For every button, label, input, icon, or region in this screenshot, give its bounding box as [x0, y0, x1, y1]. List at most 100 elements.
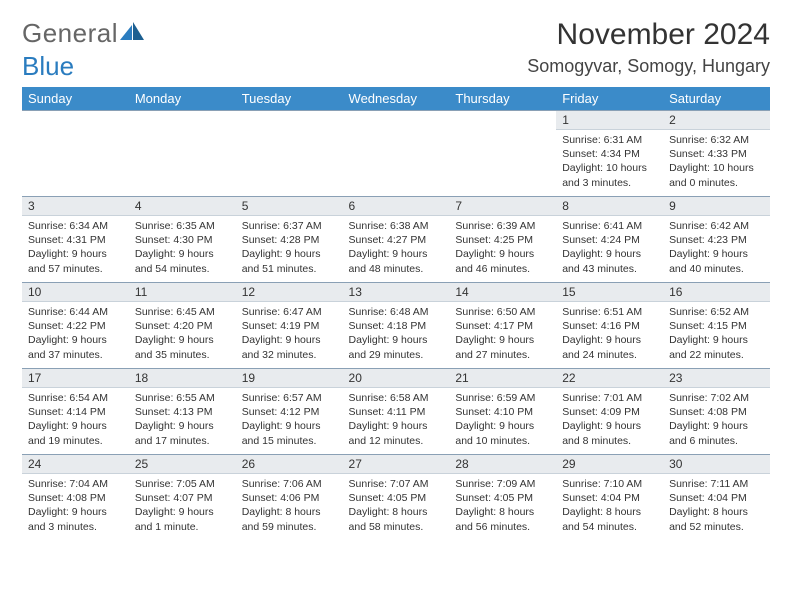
- daylight-text: Daylight: 10 hours and 0 minutes.: [669, 161, 764, 189]
- daylight-text: Daylight: 9 hours and 32 minutes.: [242, 333, 337, 361]
- day-details: Sunrise: 6:37 AMSunset: 4:28 PMDaylight:…: [236, 216, 343, 280]
- day-number: 4: [129, 197, 236, 216]
- day-cell: 12Sunrise: 6:47 AMSunset: 4:19 PMDayligh…: [236, 283, 343, 369]
- day-cell: 20Sunrise: 6:58 AMSunset: 4:11 PMDayligh…: [343, 369, 450, 455]
- day-number: 5: [236, 197, 343, 216]
- day-number: 14: [449, 283, 556, 302]
- sunrise-text: Sunrise: 7:04 AM: [28, 477, 123, 491]
- sunrise-text: Sunrise: 6:44 AM: [28, 305, 123, 319]
- day-cell: [22, 111, 129, 197]
- daylight-text: Daylight: 9 hours and 54 minutes.: [135, 247, 230, 275]
- sunrise-text: Sunrise: 6:34 AM: [28, 219, 123, 233]
- sunset-text: Sunset: 4:09 PM: [562, 405, 657, 419]
- day-details: Sunrise: 6:31 AMSunset: 4:34 PMDaylight:…: [556, 130, 663, 194]
- day-number: 3: [22, 197, 129, 216]
- day-number: 23: [663, 369, 770, 388]
- day-details: Sunrise: 6:50 AMSunset: 4:17 PMDaylight:…: [449, 302, 556, 366]
- daylight-text: Daylight: 8 hours and 56 minutes.: [455, 505, 550, 533]
- day-details: Sunrise: 6:45 AMSunset: 4:20 PMDaylight:…: [129, 302, 236, 366]
- day-cell: 26Sunrise: 7:06 AMSunset: 4:06 PMDayligh…: [236, 455, 343, 541]
- sunset-text: Sunset: 4:30 PM: [135, 233, 230, 247]
- sunset-text: Sunset: 4:23 PM: [669, 233, 764, 247]
- calendar-body: 1Sunrise: 6:31 AMSunset: 4:34 PMDaylight…: [22, 111, 770, 541]
- day-cell: [236, 111, 343, 197]
- sunset-text: Sunset: 4:20 PM: [135, 319, 230, 333]
- daylight-text: Daylight: 8 hours and 59 minutes.: [242, 505, 337, 533]
- day-details: Sunrise: 6:38 AMSunset: 4:27 PMDaylight:…: [343, 216, 450, 280]
- day-number: 11: [129, 283, 236, 302]
- sunset-text: Sunset: 4:11 PM: [349, 405, 444, 419]
- sunset-text: Sunset: 4:14 PM: [28, 405, 123, 419]
- day-details: Sunrise: 6:44 AMSunset: 4:22 PMDaylight:…: [22, 302, 129, 366]
- day-number: 19: [236, 369, 343, 388]
- calendar-page: General November 2024 Somogyvar, Somogy,…: [0, 0, 792, 559]
- sunrise-text: Sunrise: 6:35 AM: [135, 219, 230, 233]
- day-number: 28: [449, 455, 556, 474]
- sunrise-text: Sunrise: 6:59 AM: [455, 391, 550, 405]
- sunset-text: Sunset: 4:24 PM: [562, 233, 657, 247]
- day-number: 2: [663, 111, 770, 130]
- sunset-text: Sunset: 4:06 PM: [242, 491, 337, 505]
- sunset-text: Sunset: 4:19 PM: [242, 319, 337, 333]
- day-header: Thursday: [449, 87, 556, 111]
- brand-part1: General: [22, 18, 118, 49]
- day-details: Sunrise: 7:05 AMSunset: 4:07 PMDaylight:…: [129, 474, 236, 538]
- sunset-text: Sunset: 4:13 PM: [135, 405, 230, 419]
- sunrise-text: Sunrise: 6:47 AM: [242, 305, 337, 319]
- sunrise-text: Sunrise: 7:07 AM: [349, 477, 444, 491]
- day-number: 15: [556, 283, 663, 302]
- sunrise-text: Sunrise: 6:52 AM: [669, 305, 764, 319]
- day-header: Wednesday: [343, 87, 450, 111]
- day-details: Sunrise: 6:32 AMSunset: 4:33 PMDaylight:…: [663, 130, 770, 194]
- day-details: Sunrise: 6:59 AMSunset: 4:10 PMDaylight:…: [449, 388, 556, 452]
- day-cell: 2Sunrise: 6:32 AMSunset: 4:33 PMDaylight…: [663, 111, 770, 197]
- day-details: Sunrise: 6:47 AMSunset: 4:19 PMDaylight:…: [236, 302, 343, 366]
- day-cell: 1Sunrise: 6:31 AMSunset: 4:34 PMDaylight…: [556, 111, 663, 197]
- daylight-text: Daylight: 9 hours and 10 minutes.: [455, 419, 550, 447]
- week-row: 10Sunrise: 6:44 AMSunset: 4:22 PMDayligh…: [22, 283, 770, 369]
- day-details: Sunrise: 6:34 AMSunset: 4:31 PMDaylight:…: [22, 216, 129, 280]
- daylight-text: Daylight: 9 hours and 3 minutes.: [28, 505, 123, 533]
- day-details: Sunrise: 6:54 AMSunset: 4:14 PMDaylight:…: [22, 388, 129, 452]
- day-cell: 29Sunrise: 7:10 AMSunset: 4:04 PMDayligh…: [556, 455, 663, 541]
- day-cell: [129, 111, 236, 197]
- sunset-text: Sunset: 4:05 PM: [455, 491, 550, 505]
- day-number: 22: [556, 369, 663, 388]
- sunset-text: Sunset: 4:10 PM: [455, 405, 550, 419]
- sunrise-text: Sunrise: 6:38 AM: [349, 219, 444, 233]
- daylight-text: Daylight: 8 hours and 54 minutes.: [562, 505, 657, 533]
- sunrise-text: Sunrise: 7:11 AM: [669, 477, 764, 491]
- brand-sail-icon: [120, 18, 146, 49]
- day-cell: 10Sunrise: 6:44 AMSunset: 4:22 PMDayligh…: [22, 283, 129, 369]
- day-details: Sunrise: 6:58 AMSunset: 4:11 PMDaylight:…: [343, 388, 450, 452]
- day-details: Sunrise: 6:42 AMSunset: 4:23 PMDaylight:…: [663, 216, 770, 280]
- day-number: 27: [343, 455, 450, 474]
- day-details: Sunrise: 6:52 AMSunset: 4:15 PMDaylight:…: [663, 302, 770, 366]
- sunset-text: Sunset: 4:28 PM: [242, 233, 337, 247]
- sunrise-text: Sunrise: 6:39 AM: [455, 219, 550, 233]
- day-details: Sunrise: 6:51 AMSunset: 4:16 PMDaylight:…: [556, 302, 663, 366]
- sunrise-text: Sunrise: 6:55 AM: [135, 391, 230, 405]
- week-row: 3Sunrise: 6:34 AMSunset: 4:31 PMDaylight…: [22, 197, 770, 283]
- day-number: 6: [343, 197, 450, 216]
- sunset-text: Sunset: 4:04 PM: [669, 491, 764, 505]
- day-number: 17: [22, 369, 129, 388]
- day-cell: 4 Sunrise: 6:35 AMSunset: 4:30 PMDaylight…: [129, 197, 236, 283]
- sunrise-text: Sunrise: 6:54 AM: [28, 391, 123, 405]
- day-cell: 30Sunrise: 7:11 AMSunset: 4:04 PMDayligh…: [663, 455, 770, 541]
- day-cell: 24Sunrise: 7:04 AMSunset: 4:08 PMDayligh…: [22, 455, 129, 541]
- day-number: 21: [449, 369, 556, 388]
- sunset-text: Sunset: 4:16 PM: [562, 319, 657, 333]
- daylight-text: Daylight: 9 hours and 12 minutes.: [349, 419, 444, 447]
- day-cell: 8Sunrise: 6:41 AMSunset: 4:24 PMDaylight…: [556, 197, 663, 283]
- day-details: Sunrise: 7:02 AMSunset: 4:08 PMDaylight:…: [663, 388, 770, 452]
- day-details: Sunrise: 7:10 AMSunset: 4:04 PMDaylight:…: [556, 474, 663, 538]
- day-number: 24: [22, 455, 129, 474]
- day-number: 20: [343, 369, 450, 388]
- sunset-text: Sunset: 4:15 PM: [669, 319, 764, 333]
- day-cell: 13Sunrise: 6:48 AMSunset: 4:18 PMDayligh…: [343, 283, 450, 369]
- daylight-text: Daylight: 9 hours and 1 minute.: [135, 505, 230, 533]
- location-text: Somogyvar, Somogy, Hungary: [527, 56, 770, 77]
- daylight-text: Daylight: 9 hours and 51 minutes.: [242, 247, 337, 275]
- day-cell: 28Sunrise: 7:09 AMSunset: 4:05 PMDayligh…: [449, 455, 556, 541]
